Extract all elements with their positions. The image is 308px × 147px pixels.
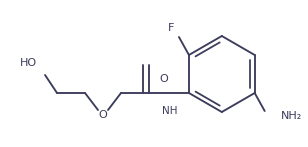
Text: O: O (99, 110, 107, 120)
Text: HO: HO (20, 58, 37, 68)
Text: NH: NH (162, 106, 178, 116)
Text: NH₂: NH₂ (281, 111, 302, 121)
Text: O: O (159, 74, 168, 84)
Text: F: F (168, 23, 174, 33)
